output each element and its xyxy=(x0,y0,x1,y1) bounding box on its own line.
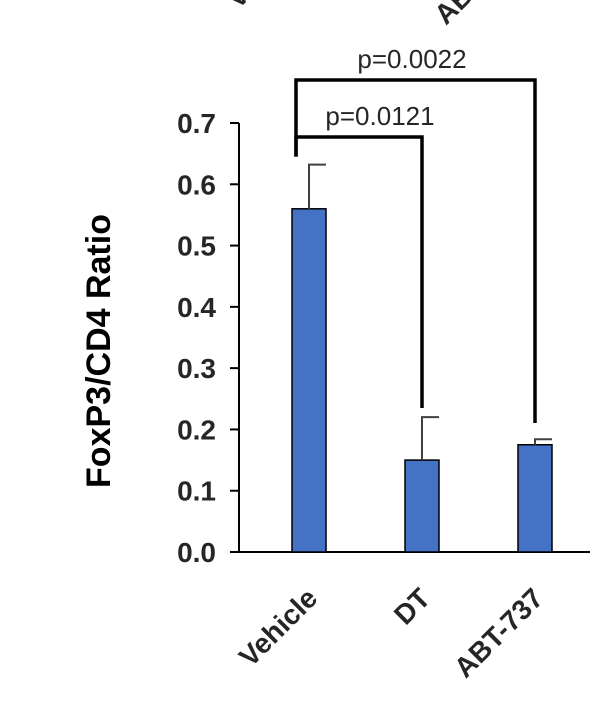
y-axis-title: FoxP3/CD4 Ratio xyxy=(80,214,118,488)
x-tick-label: ABT-737 xyxy=(448,582,549,683)
x-axis: Vehicle DT ABT-737 xyxy=(233,551,590,683)
y-tick-label: 0.1 xyxy=(177,476,216,507)
bar-vehicle xyxy=(291,208,327,553)
y-tick-label: 0.4 xyxy=(177,292,216,323)
bar-abt-737 xyxy=(517,444,553,553)
cropped-top-labels: V AB xyxy=(220,0,479,30)
p-value-label: p=0.0022 xyxy=(357,44,466,74)
bar-dt xyxy=(404,459,440,553)
error-bars xyxy=(308,163,552,461)
y-tick-label: 0.2 xyxy=(177,414,216,445)
y-tick-label: 0.7 xyxy=(177,108,216,139)
x-tick-label: Vehicle xyxy=(233,582,323,672)
significance-bracket xyxy=(294,78,537,423)
cropped-label: AB xyxy=(428,0,479,30)
y-tick-label: 0.5 xyxy=(177,231,216,262)
p-value-label: p=0.0121 xyxy=(325,101,434,131)
y-tick-label: 0.6 xyxy=(177,169,216,200)
y-tick-label: 0.3 xyxy=(177,353,216,384)
significance-brackets: p=0.0121 p=0.0022 xyxy=(294,44,537,423)
y-tick-label: 0.0 xyxy=(177,537,216,568)
x-tick-label: DT xyxy=(388,582,436,630)
cropped-label: V xyxy=(220,0,255,14)
y-axis: 0.0 0.1 0.2 0.3 0.4 0.5 0.6 0.7 xyxy=(177,108,240,568)
